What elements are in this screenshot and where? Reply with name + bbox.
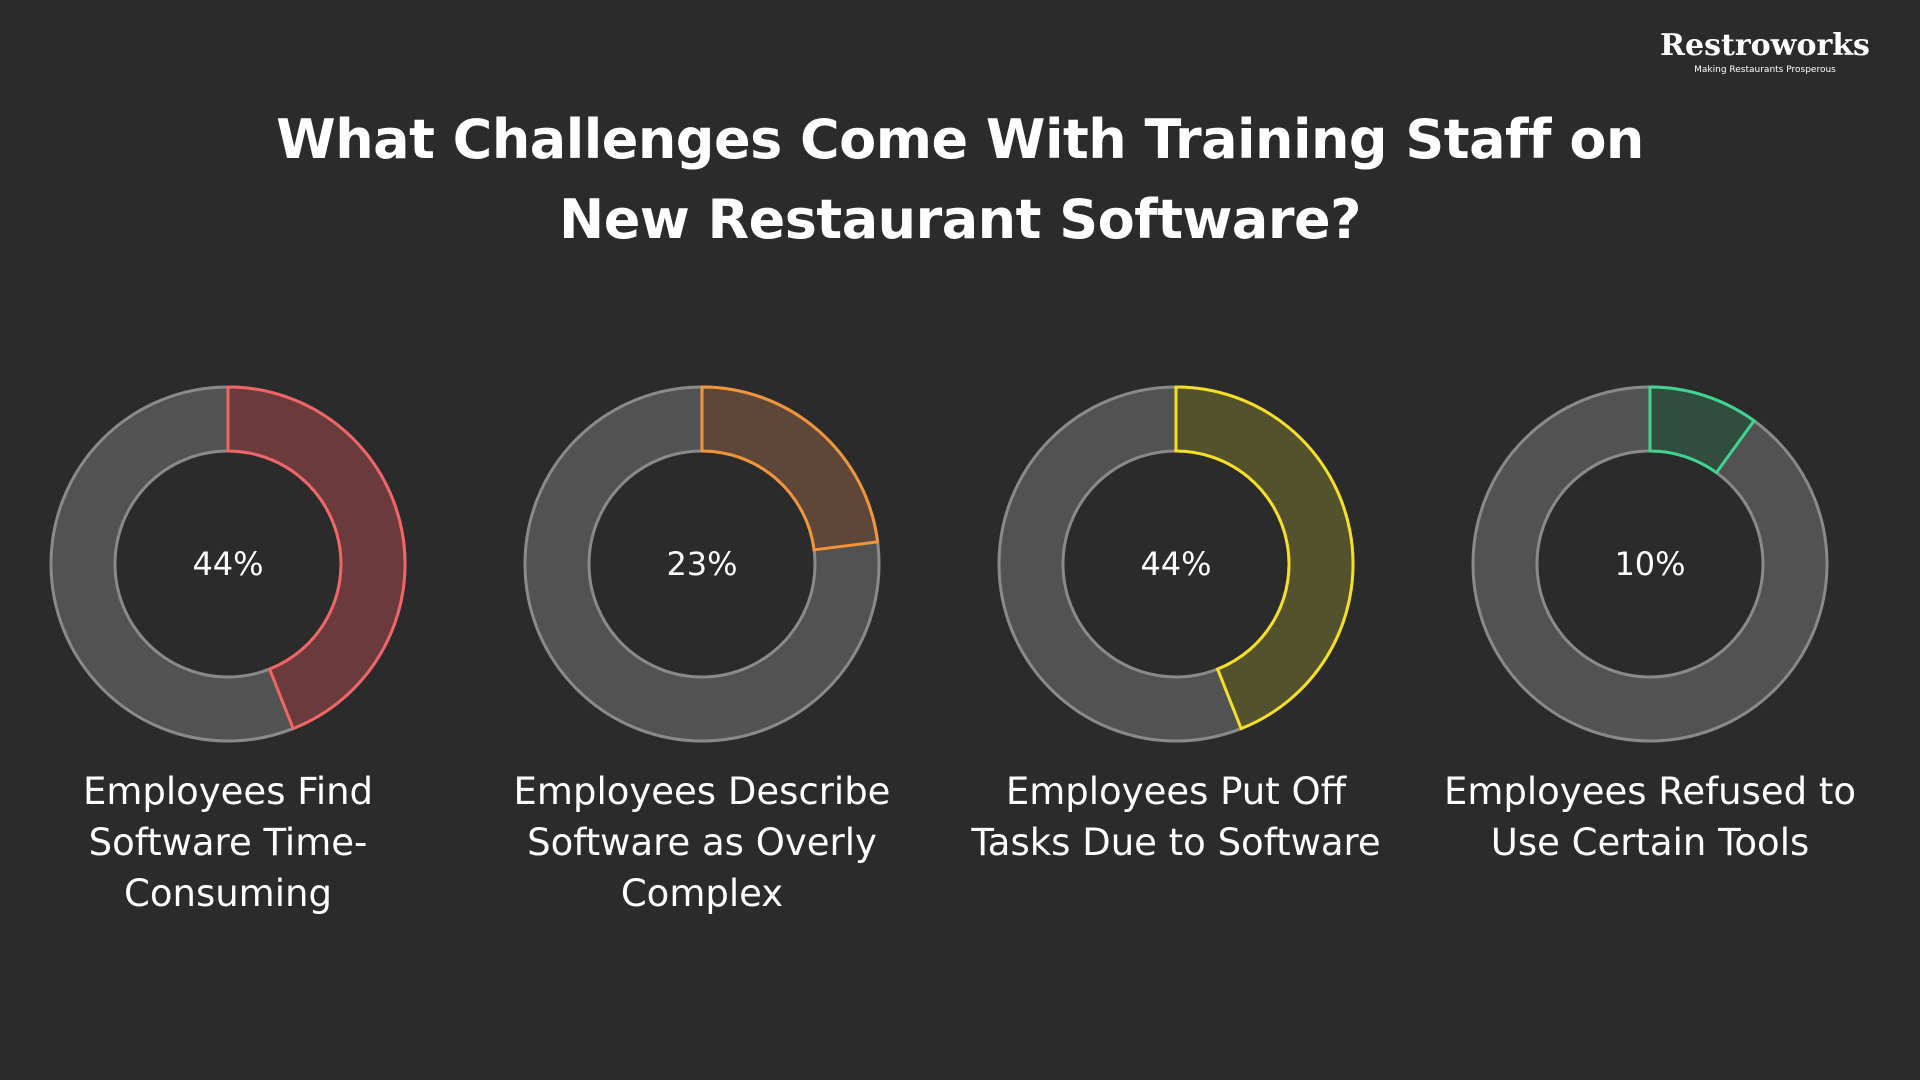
donut-category-label: Employees Refused to Use Certain Tools [1443,770,1856,864]
donut-card: 23% Employees Describe Software as Overly… [492,370,912,930]
donut-percentage-label: 44% [1140,545,1211,583]
title-line-2: New Restaurant Software? [559,188,1361,251]
donut-chart: 44% [49,385,407,743]
logo-wordmark: Restroworks [1660,28,1870,63]
donut-chart: 23% [523,385,881,743]
brand-logo: Restroworks Making Restaurants Prosperou… [1640,28,1890,76]
donut-value-segment [1648,385,1757,475]
donut-chart: 10% [1471,385,1829,743]
donut-card: 10% Employees Refused to Use Certain Tool… [1440,370,1860,930]
donut-card: 44% Employees Put Off Tasks Due to Softwa… [966,370,1386,930]
donut-charts: 44% Employees Find Software Time- Consumi… [0,370,1920,930]
page-title: What Challenges Come With Training Staff… [160,100,1760,260]
donut-category-label: Employees Find Software Time- Consuming [82,770,374,915]
title-line-1: What Challenges Come With Training Staff… [276,108,1644,171]
donut-category-label: Employees Describe Software as Overly Co… [513,770,891,915]
donut-value-segment [1174,385,1355,731]
logo-tagline: Making Restaurants Prosperous [1694,65,1836,75]
donut-card: 44% Employees Find Software Time- Consumi… [18,370,438,930]
donut-value-segment [700,385,880,552]
donut-chart: 44% [997,385,1355,743]
donut-value-segment [226,385,407,731]
donut-percentage-label: 10% [1614,545,1685,583]
donut-category-label: Employees Put Off Tasks Due to Software [971,770,1381,864]
donut-percentage-label: 44% [192,545,263,583]
donut-percentage-label: 23% [666,545,737,583]
